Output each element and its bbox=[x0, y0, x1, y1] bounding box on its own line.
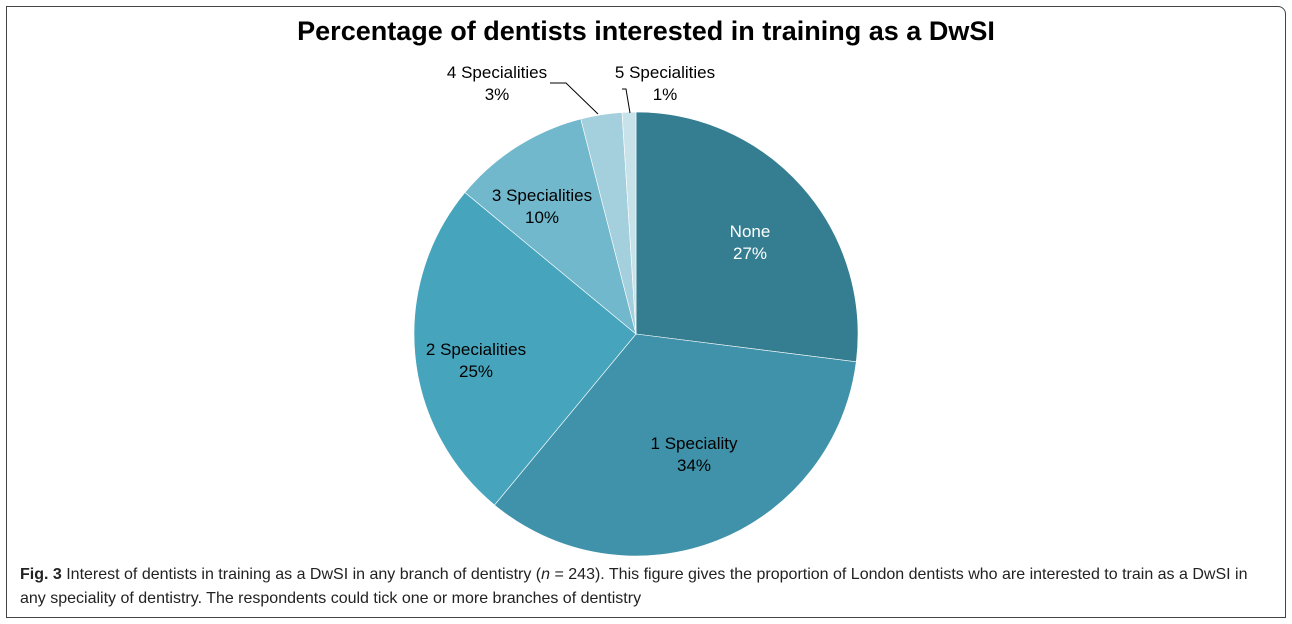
figure-label: Fig. 3 bbox=[20, 566, 62, 583]
pie-chart: None 27% 1 Speciality 34% 2 Specialities 25% 3… bbox=[413, 63, 859, 557]
pie-slice-none bbox=[635, 111, 859, 363]
slice-value-none: 27% bbox=[733, 244, 767, 263]
caption-text-a: Interest of dentists in training as a Dw… bbox=[61, 566, 542, 583]
slice-label-1-speciality: 1 Speciality bbox=[651, 434, 738, 453]
pie-slice-1-speciality bbox=[494, 333, 857, 557]
slice-value-3-specialities: 10% bbox=[525, 208, 559, 227]
slice-value-5-specialities: 1% bbox=[653, 85, 678, 104]
slice-label-5-specialities: 5 Specialities bbox=[615, 63, 715, 82]
slice-value-4-specialities: 3% bbox=[485, 85, 510, 104]
pie-slice-2-specialities bbox=[413, 192, 637, 506]
slice-label-4-specialities: 4 Specialities bbox=[447, 63, 547, 82]
chart-title: Percentage of dentists interested in tra… bbox=[297, 16, 995, 46]
slice-label-2-specialities: 2 Specialities bbox=[426, 340, 526, 359]
pie-slice-5-specialities bbox=[621, 111, 637, 335]
pie-slice-3-specialities bbox=[464, 118, 637, 335]
slice-label-3-specialities: 3 Specialities bbox=[492, 186, 592, 205]
figure-caption: Fig. 3 Interest of dentists in training … bbox=[20, 563, 1270, 611]
slice-value-2-specialities: 25% bbox=[459, 362, 493, 381]
leader-line-5-specialities bbox=[622, 88, 631, 114]
slice-label-none: None bbox=[730, 222, 771, 241]
caption-n-symbol: n bbox=[541, 566, 551, 583]
caption-text-b: = 243). This figure gives the proportion… bbox=[20, 566, 1248, 607]
slice-value-1-speciality: 34% bbox=[677, 456, 711, 475]
leader-line-4-specialities bbox=[550, 82, 599, 115]
